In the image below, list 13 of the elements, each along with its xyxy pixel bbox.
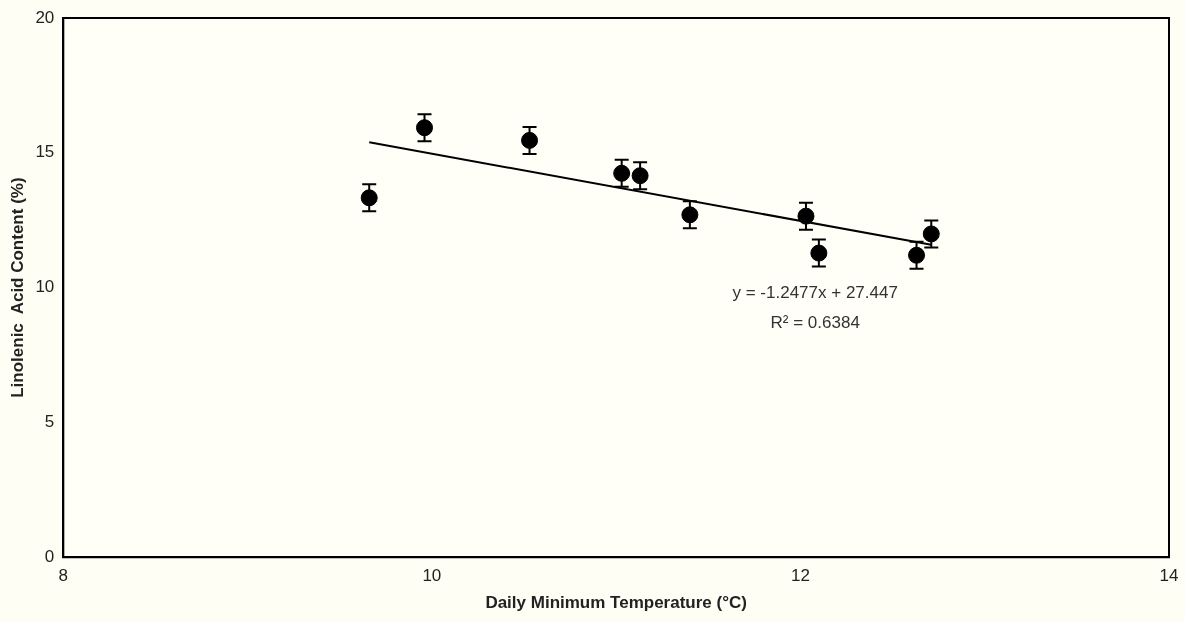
x-tick-label: 10: [422, 566, 442, 586]
y-tick-label: 15: [35, 142, 55, 162]
x-tick-label: 14: [1159, 566, 1179, 586]
y-axis-title: Linolenic Acid Content (%): [7, 177, 27, 398]
y-tick-label: 20: [35, 7, 55, 27]
x-axis-title: Daily Minimum Temperature (°C): [485, 593, 747, 613]
annotation: y = -1.2477x + 27.447: [732, 283, 898, 302]
x-tick-label: 8: [58, 566, 69, 586]
annotation: R² = 0.6384: [770, 313, 860, 332]
y-tick-label: 0: [44, 546, 55, 566]
x-tick-label: 12: [790, 566, 810, 586]
y-tick-label: 10: [35, 277, 55, 297]
y-tick-label: 5: [44, 412, 55, 432]
